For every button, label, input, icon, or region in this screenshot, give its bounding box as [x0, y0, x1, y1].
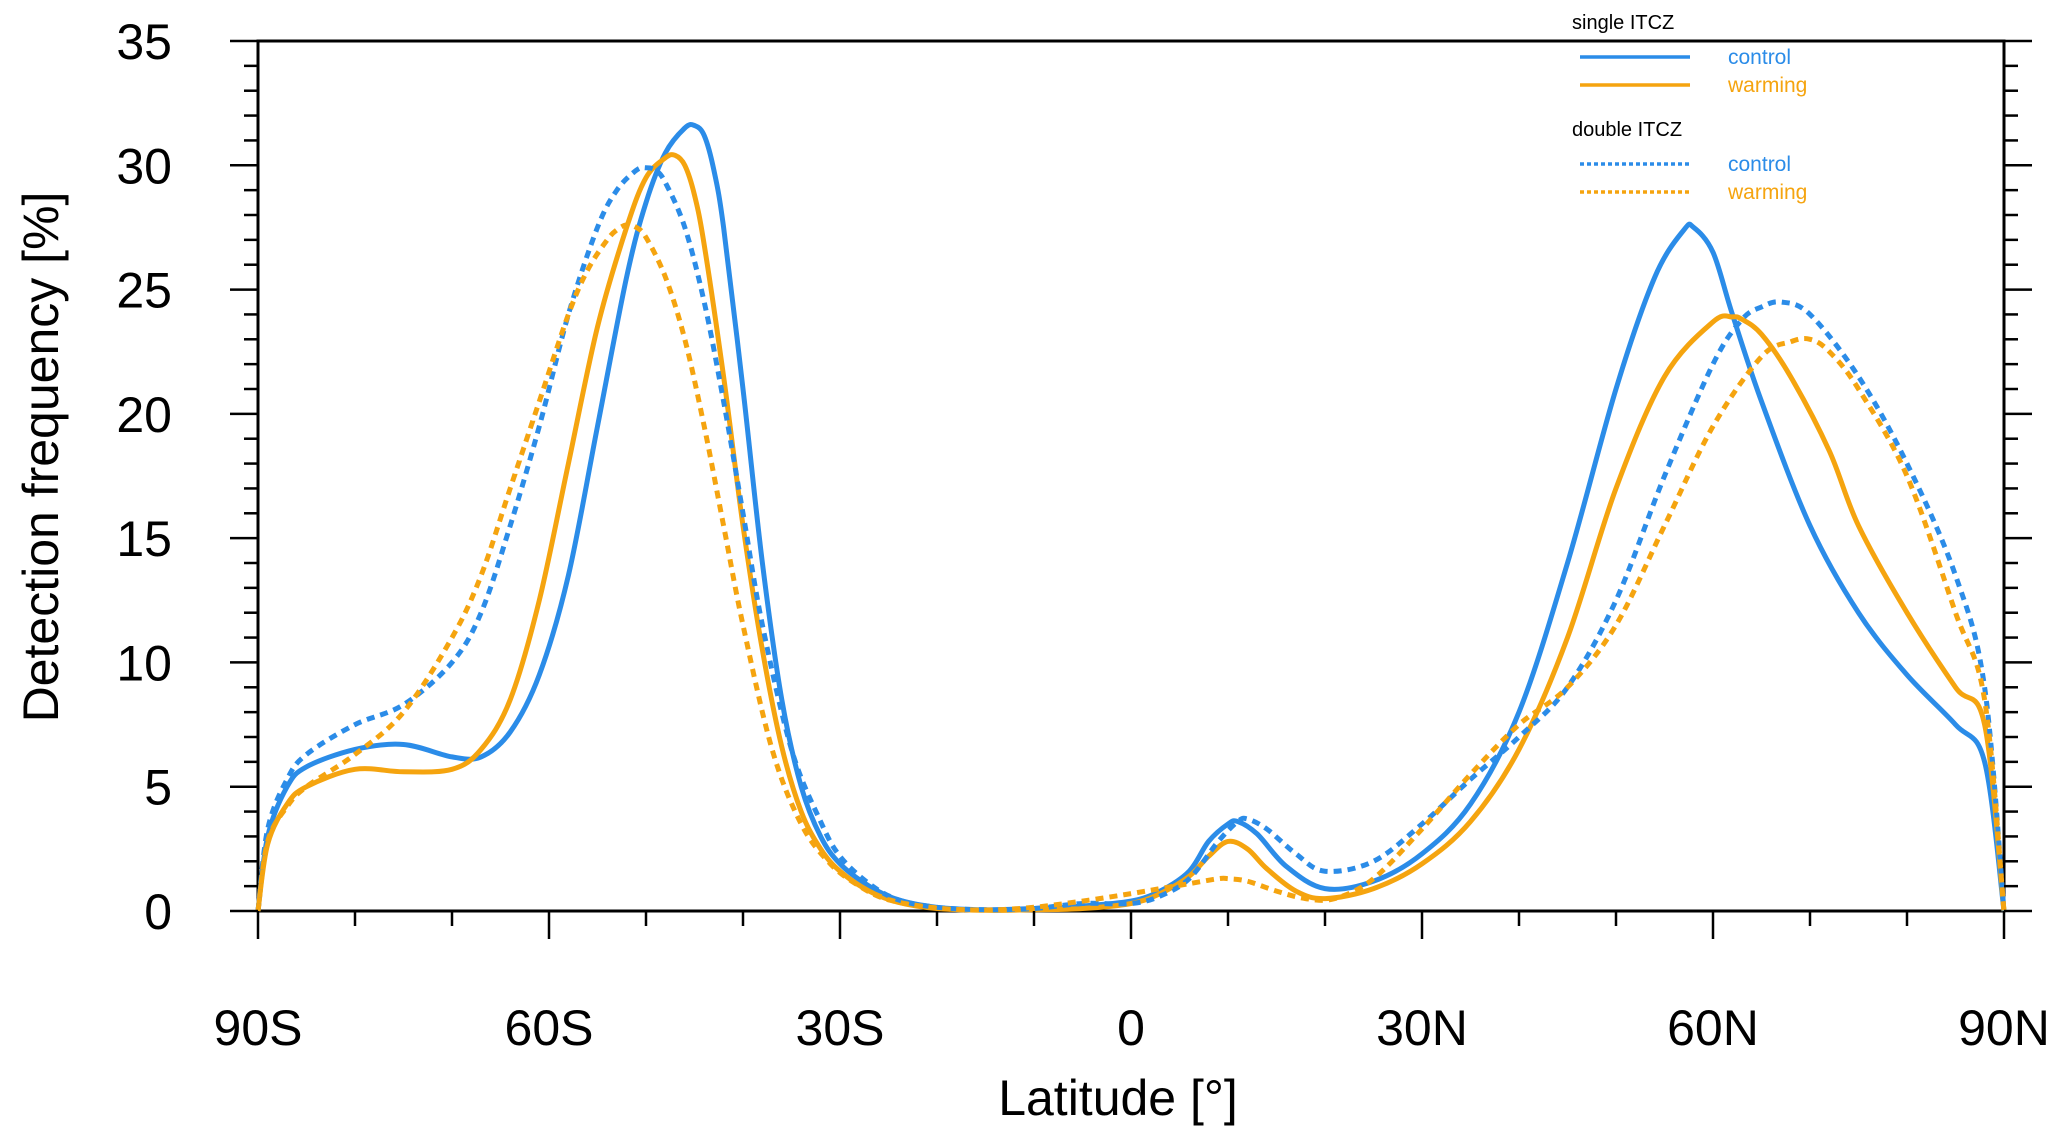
- y-axis-title: Detection frequency [%]: [13, 192, 69, 723]
- x-tick-label: 90S: [214, 1000, 303, 1056]
- legend-label-warming: warming: [1727, 74, 1807, 97]
- legend-label-control: control: [1728, 46, 1791, 69]
- x-tick-label: 0: [1117, 1000, 1145, 1056]
- x-axis-title: Latitude [°]: [998, 1070, 1238, 1126]
- x-tick-label: 90N: [1958, 1000, 2050, 1056]
- single-itcz-warming-line: [255, 152, 2007, 913]
- x-axis: 90S 60S 30S 0 30N 60N 90N: [214, 911, 2050, 1056]
- x-tick-label: 60S: [505, 1000, 594, 1056]
- series-layer: [255, 122, 2007, 913]
- single-itcz-control-line: [255, 122, 2007, 913]
- x-tick-label: 30S: [796, 1000, 885, 1056]
- y-tick-label: 15: [116, 511, 172, 567]
- legend-group-title: single ITCZ: [1572, 12, 1674, 34]
- y-tick-label: 25: [116, 263, 172, 319]
- y-tick-label: 30: [116, 138, 172, 194]
- y-tick-label: 35: [116, 14, 172, 70]
- legend-group-title: double ITCZ: [1572, 119, 1682, 141]
- y-tick-label: 0: [144, 884, 172, 940]
- x-tick-label: 30N: [1376, 1000, 1468, 1056]
- legend: single ITCZ control warming double ITCZ cont…: [1572, 12, 1807, 204]
- legend-label-control: control: [1728, 153, 1791, 176]
- double-itcz-warming-line: [255, 222, 2007, 913]
- y-tick-label: 20: [116, 387, 172, 443]
- y-tick-label: 10: [116, 635, 172, 691]
- x-tick-label: 60N: [1667, 1000, 1759, 1056]
- double-itcz-control-line: [255, 165, 2007, 913]
- legend-label-warming: warming: [1727, 181, 1807, 204]
- y-axis: 0 5 10 15 20 25 30 35: [116, 14, 2032, 940]
- y-tick-label: 5: [144, 760, 172, 816]
